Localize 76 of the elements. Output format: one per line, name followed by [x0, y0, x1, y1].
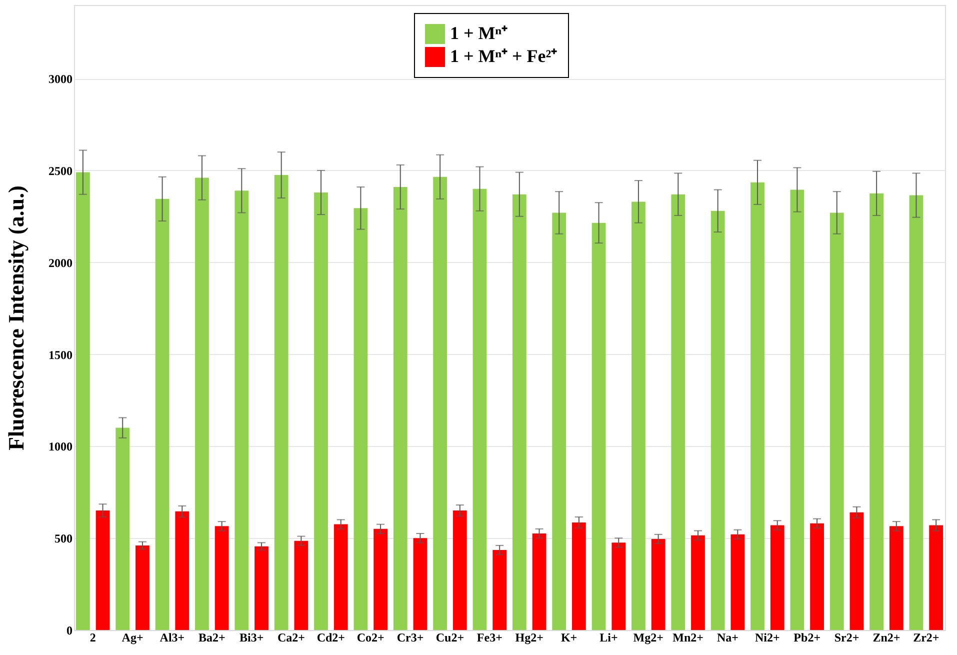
bar [334, 524, 348, 630]
x-tick-label: Pb2+ [794, 630, 821, 644]
x-tick-label: Bi3+ [239, 630, 264, 644]
bar [175, 511, 190, 630]
bar [710, 210, 725, 630]
bar [632, 202, 646, 630]
bar [830, 212, 844, 630]
x-tick-label: Mg2+ [633, 630, 664, 644]
bar [810, 523, 824, 630]
x-tick-label: Hg2+ [515, 630, 544, 644]
bar [195, 178, 209, 630]
bar [691, 535, 705, 630]
bar [76, 172, 90, 630]
y-tick-label: 3000 [48, 72, 72, 86]
x-tick-label: Cu2+ [436, 630, 464, 644]
y-tick-label: 1000 [48, 440, 72, 454]
bar [790, 190, 804, 630]
x-tick-label: Cd2+ [316, 630, 346, 644]
bar [433, 176, 447, 630]
bar [651, 539, 666, 630]
bar [214, 526, 229, 630]
bar [612, 542, 626, 630]
bar [572, 522, 586, 630]
bar [354, 208, 368, 630]
bar [552, 212, 566, 630]
y-tick-label: 500 [54, 532, 72, 546]
x-tick-label: Li+ [600, 630, 618, 644]
y-tick-label: 2500 [48, 164, 72, 178]
x-tick-label: Fe3+ [476, 630, 503, 644]
bar [532, 533, 546, 630]
bar [96, 510, 110, 630]
bar [592, 222, 606, 630]
x-tick-label: Mn2+ [672, 630, 704, 644]
bar [870, 193, 884, 630]
bar [492, 550, 507, 630]
bar [294, 540, 308, 630]
bar [730, 534, 745, 630]
bar [374, 528, 388, 630]
legend-label: 1 + Mⁿ⁺ [450, 23, 508, 43]
bar [254, 546, 268, 630]
x-tick-label: Ba2+ [198, 630, 226, 644]
bar [393, 186, 408, 630]
y-tick-label: 0 [66, 624, 72, 638]
bar [512, 194, 526, 630]
bar [413, 538, 428, 630]
bar [770, 525, 784, 630]
x-tick-label: Zr2+ [913, 630, 940, 644]
bar [314, 192, 328, 630]
bar [889, 526, 904, 630]
bar [909, 195, 924, 630]
y-axis-title: Fluorescence Intensity (a.u.) [4, 186, 28, 450]
x-tick-label: Na+ [716, 630, 739, 644]
bar [929, 525, 944, 630]
x-tick-label: Sr2+ [834, 630, 860, 644]
bar [136, 545, 150, 630]
x-tick-label: Ag+ [122, 630, 144, 644]
bar [671, 194, 686, 630]
legend-label: 1 + Mⁿ⁺ + Fe²⁺ [450, 46, 558, 66]
x-tick-label: Zn2+ [872, 630, 900, 644]
x-tick-label: K+ [560, 630, 578, 644]
bar [750, 182, 764, 630]
bar [472, 188, 487, 630]
bar [452, 510, 467, 630]
x-tick-label: Cr3+ [396, 630, 424, 644]
bar [234, 190, 249, 630]
x-tick-label: Ni2+ [755, 630, 780, 644]
x-tick-label: 2 [90, 630, 96, 644]
bar [274, 175, 288, 630]
bar [850, 512, 864, 630]
bar [155, 198, 170, 630]
y-tick-label: 2000 [48, 256, 72, 270]
bar [116, 428, 130, 630]
x-tick-label: Al3+ [160, 630, 185, 644]
x-tick-label: Co2+ [356, 630, 385, 644]
y-tick-label: 1500 [48, 348, 72, 362]
x-tick-label: Ca2+ [277, 630, 306, 644]
